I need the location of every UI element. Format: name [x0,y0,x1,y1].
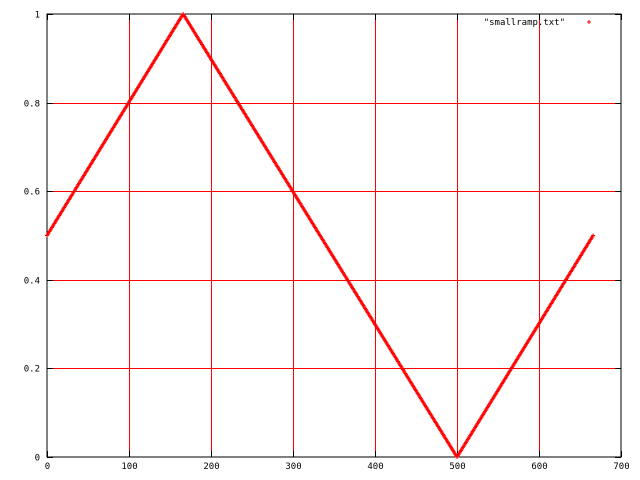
legend: "smallramp.txt" [484,18,591,28]
x-tick-label: 500 [449,462,465,472]
x-tick-labels: 0 100 200 300 400 500 600 700 [45,462,630,472]
y-tick-label: 0.2 [24,365,40,375]
y-tick-labels: 0 0.2 0.4 0.6 0.8 1 [24,11,40,464]
x-tick-label: 700 [613,462,629,472]
x-tick-label: 0 [45,462,50,472]
x-tick-label: 100 [121,462,137,472]
plot-border [46,13,622,458]
series-points [45,12,596,459]
x-tick-label: 400 [367,462,383,472]
y-tick-label: 1 [35,11,40,21]
tick-marks [47,14,622,458]
x-tick-label: 300 [285,462,301,472]
legend-marker-symbol [587,20,591,24]
x-tick-label: 200 [203,462,219,472]
y-tick-label: 0 [35,454,40,464]
legend-marker [587,20,591,24]
x-tick-label: 600 [531,462,547,472]
y-tick-label: 0.8 [24,100,40,110]
y-tick-label: 0.4 [24,277,40,287]
y-tick-label: 0.6 [24,188,40,198]
legend-label: "smallramp.txt" [484,18,565,28]
grid-lines [47,14,621,457]
data-series [45,12,596,459]
data-point [591,233,596,238]
